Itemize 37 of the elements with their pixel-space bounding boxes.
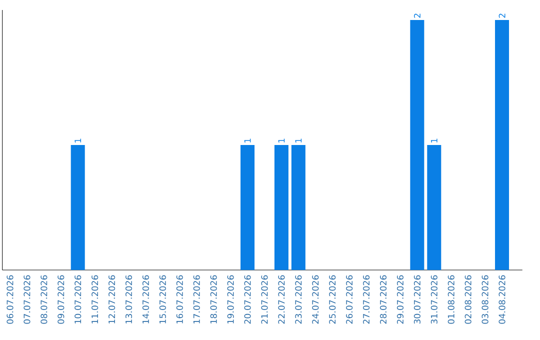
x-tick-label: 26.07.2026 — [346, 275, 353, 324]
x-tick-label: 01.08.2026 — [448, 275, 454, 324]
x-tick-label: 20.07.2026 — [244, 275, 251, 324]
x-tick-label: 02.08.2026 — [464, 275, 472, 324]
data-label: 1 — [278, 138, 285, 142]
x-tick-label: 22.07.2026 — [278, 275, 285, 324]
data-label: 1 — [430, 138, 438, 142]
x-tick-label: 14.07.2026 — [142, 275, 150, 324]
x-tick-label: 10.07.2026 — [74, 275, 82, 324]
data-label: 1 — [295, 138, 302, 142]
data-label: 2 — [414, 14, 420, 18]
x-tick-label: 31.07.2026 — [430, 275, 438, 324]
x-tick-label: 04.08.2026 — [498, 275, 506, 324]
x-tick-label: 28.07.2026 — [380, 275, 387, 324]
x-tick-label: 08.07.2026 — [40, 275, 48, 324]
data-label: 2 — [498, 14, 506, 18]
x-tick-label: 21.07.2026 — [261, 275, 268, 324]
x-tick-label: 03.08.2026 — [482, 275, 488, 324]
x-tick-label: 13.07.2026 — [125, 275, 132, 324]
x-tick-label: 18.07.2026 — [210, 275, 217, 324]
x-tick-label: 11.07.2026 — [92, 275, 98, 324]
x-tick-label: 19.07.2026 — [227, 275, 234, 324]
x-tick-label: 17.07.2026 — [193, 275, 200, 324]
x-tick-label: 09.07.2026 — [58, 275, 64, 324]
x-tick-label: 16.07.2026 — [176, 275, 183, 324]
x-tick-label: 06.07.2026 — [6, 275, 14, 324]
data-label: 1 — [74, 138, 82, 142]
x-tick-label: 23.07.2026 — [295, 275, 302, 324]
x-tick-label: 15.07.2026 — [159, 275, 166, 324]
x-tick-label: 12.07.2026 — [108, 275, 116, 324]
x-tick-label: 27.07.2026 — [363, 275, 370, 324]
x-tick-label: 07.07.2026 — [24, 275, 30, 324]
data-label: 1 — [244, 138, 251, 142]
x-tick-label: 25.07.2026 — [329, 275, 336, 324]
x-tick-label: 29.07.2026 — [396, 275, 404, 324]
x-tick-label: 30.07.2026 — [414, 275, 420, 324]
x-tick-label: 24.07.2026 — [312, 275, 319, 324]
